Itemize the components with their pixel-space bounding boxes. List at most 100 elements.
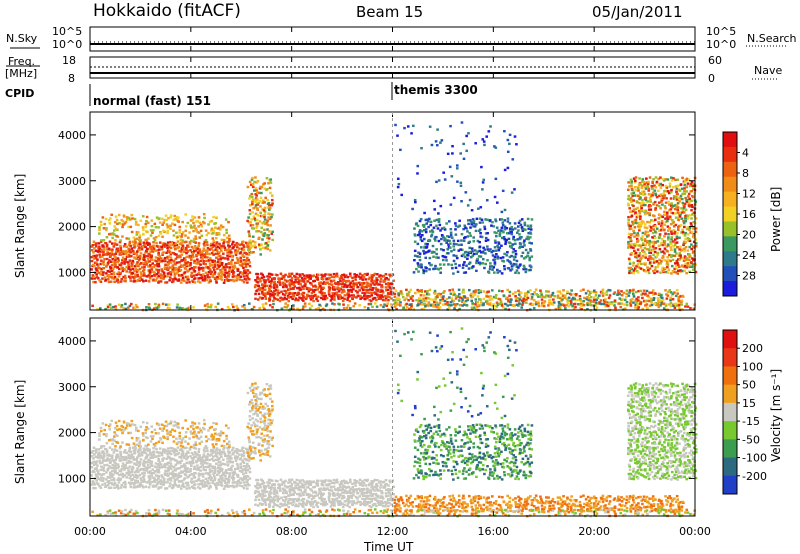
power-cell (222, 245, 226, 248)
velocity-cell (93, 460, 97, 464)
velocity-cell (184, 464, 187, 467)
power-cell (210, 303, 213, 307)
power-cell (561, 298, 564, 301)
power-cell (353, 273, 356, 276)
power-cell (207, 270, 211, 274)
velocity-cell (211, 465, 214, 468)
power-cell (305, 296, 309, 299)
power-cell (167, 263, 171, 266)
velocity-cell (117, 481, 121, 484)
power-cell (323, 275, 326, 278)
power-cell (264, 292, 267, 295)
power-cell (231, 243, 234, 246)
power-cell (381, 298, 385, 302)
power-cell (252, 250, 255, 254)
power-cell (137, 223, 140, 227)
velocity-cell (224, 470, 228, 473)
power-cell (482, 297, 486, 301)
power-cell (169, 216, 172, 219)
power-cell (648, 239, 652, 243)
velocity-cell (208, 474, 212, 477)
velocity-cell (129, 474, 132, 477)
power-cell (664, 184, 668, 188)
power-cell (515, 269, 519, 272)
power-cell (266, 228, 269, 231)
power-cell (469, 234, 473, 237)
power-cell (416, 172, 419, 175)
power-cell (259, 211, 262, 214)
power-cell (632, 191, 636, 195)
power-cell (384, 296, 388, 300)
power-cell (340, 285, 344, 288)
power-cell (540, 293, 543, 296)
power-cell (136, 250, 139, 253)
velocity-cell (163, 451, 166, 454)
power-cell (204, 229, 208, 232)
velocity-cell (215, 455, 219, 458)
power-cell (231, 268, 235, 272)
nsky-label: N.Sky (6, 32, 38, 45)
power-cell (621, 298, 624, 301)
power-cell (138, 254, 142, 258)
power-cell (569, 299, 573, 302)
velocity-cell (119, 473, 123, 476)
power-cell (650, 219, 653, 222)
power-cell (653, 189, 657, 192)
velocity-cell (111, 459, 114, 462)
power-cell (501, 189, 505, 193)
power-cell (191, 215, 194, 218)
power-cell (223, 273, 226, 277)
power-cell (405, 306, 409, 309)
power-cell (456, 295, 460, 298)
power-cell (691, 205, 694, 209)
velocity-cell (204, 455, 207, 458)
velocity-cell (220, 450, 223, 454)
power-cell (599, 299, 603, 302)
power-cell (354, 289, 358, 293)
power-cell (518, 298, 522, 301)
power-cell (456, 180, 459, 183)
power-cell (313, 288, 317, 292)
power-cell (654, 240, 657, 244)
power-cell (620, 294, 624, 297)
power-cell (461, 266, 465, 269)
power-cell (638, 261, 641, 264)
power-cell (684, 231, 688, 235)
power-cell (345, 293, 349, 296)
power-cell (482, 246, 485, 250)
power-cell (647, 205, 651, 208)
power-cell (258, 306, 262, 310)
power-cell (147, 306, 151, 309)
power-cell (124, 220, 128, 224)
power-cell (231, 265, 234, 269)
velocity-cell (211, 481, 215, 485)
power-cell (289, 275, 292, 278)
power-cell (175, 306, 179, 309)
power-cell (192, 229, 195, 233)
power-cell (509, 262, 513, 265)
velocity-cell (122, 466, 126, 469)
power-cell (162, 229, 165, 232)
velocity-cell (203, 481, 207, 484)
velocity-cell (172, 447, 176, 451)
power-cell (369, 285, 373, 289)
power-cell (242, 248, 246, 251)
power-cell (264, 279, 268, 282)
power-cell (659, 271, 662, 274)
power-cell (223, 246, 227, 249)
power-cell (432, 199, 436, 203)
power-cell (482, 178, 486, 182)
power-cell (330, 283, 334, 286)
power-cell (454, 228, 457, 231)
power-cell (637, 255, 640, 259)
power-cell (203, 253, 207, 256)
power-cell (528, 231, 532, 234)
power-cell (253, 241, 257, 244)
power-cell (679, 254, 682, 257)
power-cell (462, 157, 466, 160)
power-cell (413, 198, 417, 202)
velocity-cell (127, 453, 131, 457)
power-cell (119, 305, 123, 309)
power-cell (629, 238, 633, 241)
velocity-cell (148, 478, 151, 481)
